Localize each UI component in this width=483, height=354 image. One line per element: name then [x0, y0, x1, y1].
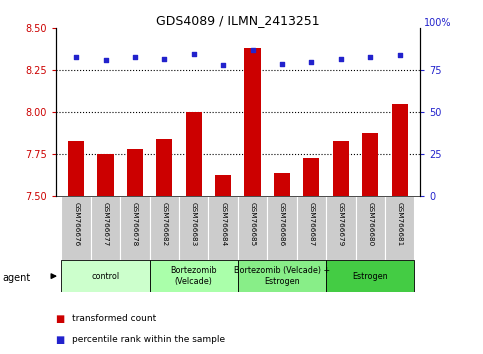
Bar	[333, 141, 349, 196]
Point	[337, 56, 345, 62]
Bar	[61, 196, 91, 260]
Bar	[326, 196, 355, 260]
Title: GDS4089 / ILMN_2413251: GDS4089 / ILMN_2413251	[156, 14, 320, 27]
Text: GSM766678: GSM766678	[132, 201, 138, 246]
Bar	[392, 104, 408, 196]
Bar	[61, 260, 150, 292]
Text: GSM766683: GSM766683	[191, 201, 197, 246]
Text: control: control	[91, 272, 120, 281]
Bar	[238, 260, 326, 292]
Text: GSM766685: GSM766685	[250, 201, 256, 246]
Text: GSM766686: GSM766686	[279, 201, 285, 246]
Bar	[385, 196, 414, 260]
Text: GSM766680: GSM766680	[367, 201, 373, 246]
Bar	[355, 196, 385, 260]
Text: GSM766684: GSM766684	[220, 201, 226, 246]
Text: GSM766679: GSM766679	[338, 201, 344, 246]
Text: GSM766676: GSM766676	[73, 201, 79, 246]
Text: Bortezomib (Velcade) +
Estrogen: Bortezomib (Velcade) + Estrogen	[234, 267, 330, 286]
Text: transformed count: transformed count	[72, 314, 156, 323]
Bar	[267, 196, 297, 260]
Text: GSM766677: GSM766677	[102, 201, 109, 246]
Point	[102, 57, 110, 63]
Text: 100%: 100%	[424, 18, 451, 28]
Bar	[274, 173, 290, 196]
Point	[72, 54, 80, 60]
Bar	[120, 196, 150, 260]
Bar	[98, 154, 114, 196]
Point	[366, 54, 374, 60]
Bar	[238, 196, 267, 260]
Bar	[68, 141, 84, 196]
Text: agent: agent	[2, 273, 30, 283]
Text: ■: ■	[56, 335, 65, 345]
Text: Estrogen: Estrogen	[353, 272, 388, 281]
Bar	[150, 260, 238, 292]
Bar	[179, 196, 209, 260]
Text: GSM766681: GSM766681	[397, 201, 403, 246]
Bar	[244, 48, 261, 196]
Point	[131, 54, 139, 60]
Point	[190, 51, 198, 56]
Bar	[127, 149, 143, 196]
Bar	[362, 133, 378, 196]
Text: GSM766682: GSM766682	[161, 201, 167, 246]
Point	[219, 63, 227, 68]
Bar	[156, 139, 172, 196]
Text: percentile rank within the sample: percentile rank within the sample	[72, 335, 226, 344]
Bar	[326, 260, 414, 292]
Text: GSM766687: GSM766687	[309, 201, 314, 246]
Bar	[91, 196, 120, 260]
Point	[308, 59, 315, 65]
Bar	[185, 113, 202, 196]
Point	[249, 47, 256, 53]
Text: ■: ■	[56, 314, 65, 324]
Point	[160, 56, 168, 62]
Bar	[215, 175, 231, 196]
Point	[396, 52, 403, 58]
Bar	[150, 196, 179, 260]
Text: Bortezomib
(Velcade): Bortezomib (Velcade)	[170, 267, 217, 286]
Bar	[297, 196, 326, 260]
Point	[278, 61, 286, 67]
Bar	[209, 196, 238, 260]
Bar	[303, 158, 319, 196]
